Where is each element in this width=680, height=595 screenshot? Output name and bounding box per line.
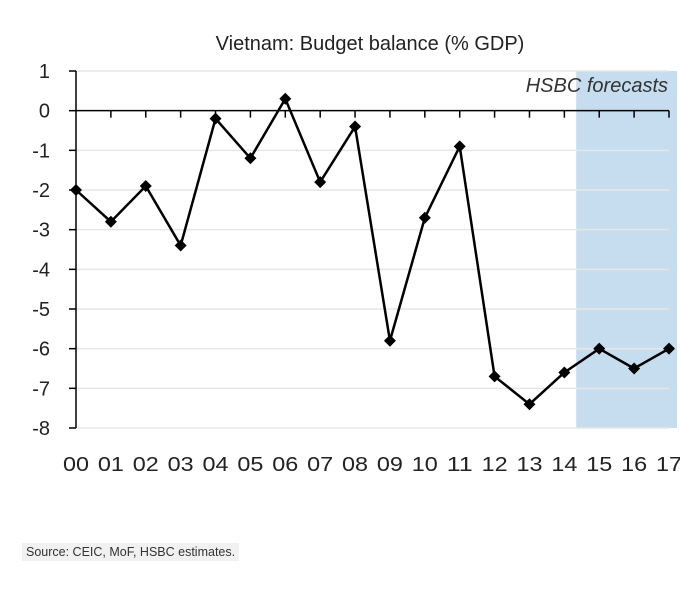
data-point-marker xyxy=(453,140,466,153)
forecast-label: HSBC forecasts xyxy=(526,75,668,97)
y-tick-label: 1 xyxy=(39,61,50,83)
data-point-marker xyxy=(663,342,675,355)
data-point-marker xyxy=(244,152,257,165)
x-tick-label: 10 xyxy=(412,454,438,476)
x-tick-label: 03 xyxy=(168,454,194,476)
data-point-marker xyxy=(104,215,117,228)
x-tick-label: 15 xyxy=(586,454,612,476)
source-note: Source: CEIC, MoF, HSBC estimates. xyxy=(22,543,240,561)
forecast-shade xyxy=(576,71,677,428)
x-tick-label: 01 xyxy=(98,454,124,476)
x-tick-label: 17 xyxy=(656,454,680,476)
x-tick-label: 06 xyxy=(272,454,298,476)
x-tick-label: 11 xyxy=(447,454,473,476)
x-tick-label: 08 xyxy=(342,454,368,476)
data-point-marker xyxy=(314,176,327,189)
data-point-marker xyxy=(349,120,362,133)
x-tick-label: 00 xyxy=(63,454,89,476)
x-tick-label: 12 xyxy=(482,454,508,476)
y-tick-label: -8 xyxy=(32,418,50,440)
series-line xyxy=(75,95,670,406)
x-tick-label: 13 xyxy=(516,454,542,476)
y-tick-label: -4 xyxy=(32,259,50,281)
y-tick-label: -7 xyxy=(32,378,50,400)
data-point-marker xyxy=(418,211,431,224)
data-point-marker xyxy=(209,112,222,125)
y-tick-label: -3 xyxy=(32,220,50,242)
y-tick-label: -6 xyxy=(32,339,50,361)
data-point-marker xyxy=(593,342,606,355)
x-tick-label: 07 xyxy=(307,454,333,476)
data-point-marker xyxy=(70,184,82,196)
data-point-marker xyxy=(523,398,536,411)
y-tick-label: -1 xyxy=(32,140,50,162)
y-tick-label: -2 xyxy=(32,180,50,202)
y-tick-label: -5 xyxy=(32,299,50,321)
x-tick-label: 09 xyxy=(377,454,403,476)
data-point-marker xyxy=(488,370,501,383)
data-point-marker xyxy=(279,92,292,105)
x-tick-label: 14 xyxy=(551,454,577,476)
x-tick-label: 04 xyxy=(203,454,229,476)
x-tick-label: 02 xyxy=(133,454,159,476)
data-point-marker xyxy=(174,239,187,252)
data-point-marker xyxy=(628,362,641,375)
data-point-marker xyxy=(383,334,396,347)
y-tick-label: 0 xyxy=(39,101,50,123)
x-tick-label: 16 xyxy=(621,454,647,476)
data-point-marker xyxy=(139,180,152,193)
data-point-marker xyxy=(558,366,571,379)
chart-title: Vietnam: Budget balance (% GDP) xyxy=(216,33,525,55)
x-tick-label: 05 xyxy=(237,454,263,476)
